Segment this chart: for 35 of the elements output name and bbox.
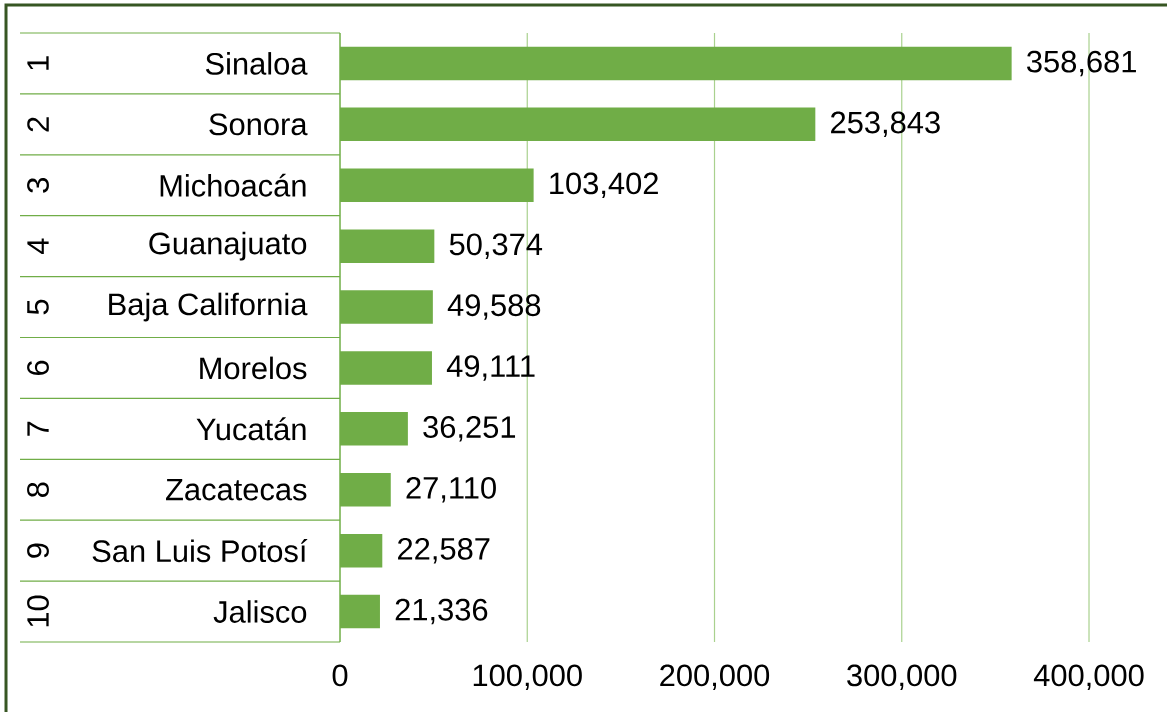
y-tick-label: Morelos	[200, 356, 307, 380]
text: 2	[27, 117, 49, 132]
y-tick-label: Zacatecas	[166, 478, 307, 501]
y-tick-label: Guanajuato	[149, 231, 307, 261]
text: 7	[27, 421, 49, 436]
x-tick-label: 400,000	[1033, 664, 1144, 690]
text: 9	[27, 543, 49, 558]
data-label: 21,336	[395, 598, 488, 625]
data-label: 49,111	[446, 355, 535, 381]
data-label: 358,681	[1027, 50, 1136, 77]
text: 8	[27, 482, 49, 497]
data-label: 22,587	[398, 537, 490, 564]
y-tick-label: San Luis Potosí	[92, 539, 308, 563]
y-tick-label: Sonora	[209, 113, 308, 136]
text: 4	[27, 238, 49, 255]
x-tick-label: 300,000	[847, 664, 957, 690]
data-label: 49,588	[447, 294, 541, 320]
y-tick-label: Sinaloa	[205, 52, 308, 75]
x-tick-label: 100,000	[473, 664, 582, 690]
text: 6	[27, 360, 49, 375]
y-tick-label: Yucatán	[196, 417, 306, 441]
text: 1	[27, 56, 49, 70]
y-tick-label: Michoacán	[160, 173, 306, 197]
y-tick-label: Baja California	[109, 292, 308, 322]
x-tick-label: 0	[332, 664, 348, 687]
text: 10	[27, 595, 49, 627]
data-label: 36,251	[423, 416, 516, 442]
data-label: 27,110	[406, 476, 496, 503]
x-tick-label: 200,000	[660, 664, 770, 690]
data-label: 253,843	[831, 111, 940, 138]
data-label: 103,402	[550, 172, 658, 198]
text: 3	[27, 178, 49, 193]
data-label: 50,374	[449, 233, 543, 259]
text: 5	[27, 299, 49, 315]
y-tick-label: Jalisco	[213, 600, 307, 623]
